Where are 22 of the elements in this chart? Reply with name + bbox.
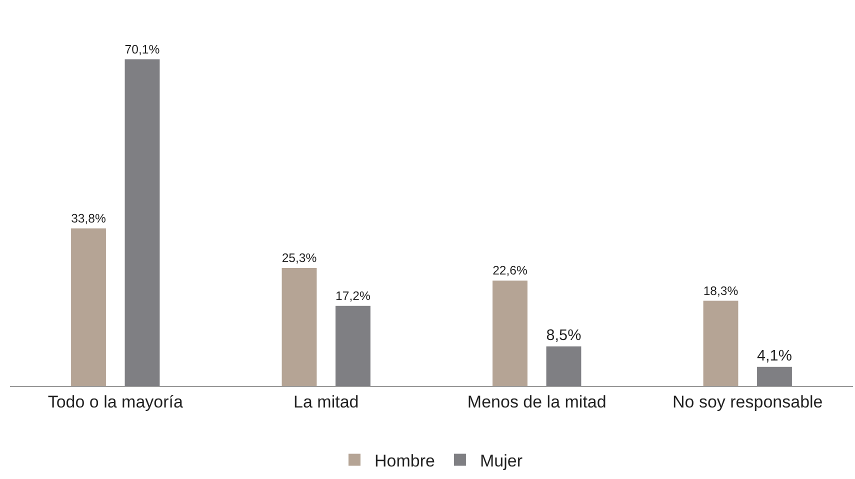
bar [336,306,370,386]
data-label: 70,1% [124,42,160,56]
x-tick-label: La mitad [294,392,359,412]
bar [492,280,528,386]
legend-label: Hombre [374,451,435,470]
x-tick-label: Todo o la mayoría [48,392,184,412]
x-tick-label: Menos de la mitad [467,392,606,412]
bar [703,300,738,386]
bar [71,228,106,386]
data-label: 25,3% [282,251,317,266]
bar [757,366,792,386]
bar [124,59,160,386]
data-label: 33,8% [71,212,106,226]
data-label: 8,5% [546,326,582,344]
bar [282,268,317,386]
data-label: 17,2% [336,288,370,303]
data-label: 4,1% [757,347,792,364]
data-label: 22,6% [492,264,528,278]
bar [546,346,582,386]
x-tick-label: No soy responsable [672,392,823,412]
legend-label: Mujer [480,451,523,470]
data-label: 18,3% [703,284,738,298]
